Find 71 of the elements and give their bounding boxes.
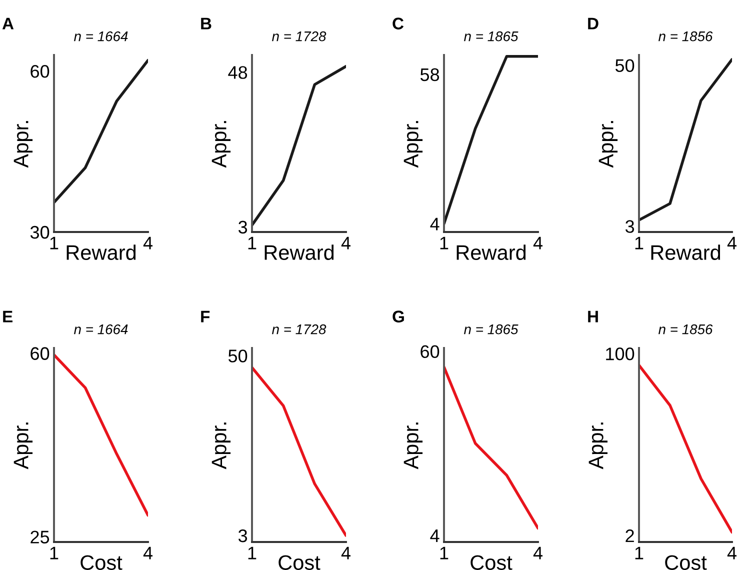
x-tick-label: 1: [50, 236, 58, 250]
y-tick-label: 3: [625, 220, 634, 233]
chart-title: n = 1865: [464, 324, 518, 334]
y-tick-label: 50: [615, 59, 634, 72]
y-axis-title: Appr.: [14, 422, 33, 470]
y-tick-label: 60: [30, 65, 50, 78]
y-tick-label: 48: [228, 66, 248, 79]
y-axis-title: Appr.: [598, 121, 618, 168]
x-tick-label: 4: [533, 236, 542, 250]
x-tick-label: 4: [727, 546, 736, 560]
line-series: [639, 58, 732, 222]
x-axis-title: Cost: [470, 555, 512, 570]
x-tick-label: 4: [143, 236, 152, 250]
x-tick-label: 1: [635, 236, 644, 250]
x-axis-title: Cost: [665, 555, 707, 570]
x-tick-label: 1: [440, 546, 448, 560]
x-axis-title: Reward: [66, 244, 136, 260]
line-series: [639, 364, 732, 534]
y-tick-label: 4: [430, 218, 440, 230]
y-tick-label: 100: [606, 348, 634, 360]
text: D: [588, 18, 598, 30]
text: F: [201, 310, 210, 322]
line-series: [54, 58, 148, 204]
y-tick-label: 30: [30, 226, 50, 239]
y-tick-label: 60: [420, 345, 440, 358]
x-tick-label: 1: [635, 546, 644, 560]
x-tick-label: 1: [440, 236, 448, 250]
x-axis-title: Reward: [456, 244, 526, 260]
x-tick-label: 4: [727, 236, 736, 250]
x-tick-label: 4: [341, 546, 350, 560]
x-axis-title: Reward: [264, 244, 334, 260]
x-axis-title: Reward: [651, 244, 720, 260]
text: C: [392, 18, 404, 30]
x-axis-title: Cost: [80, 555, 122, 570]
y-axis-title: Appr.: [404, 422, 423, 470]
x-tick-label: 4: [341, 236, 350, 250]
y-axis-title: Appr.: [404, 121, 423, 168]
x-tick-label: 1: [248, 236, 256, 250]
x-tick-label: 1: [50, 546, 58, 560]
text: H: [588, 310, 598, 322]
y-tick-label: 60: [30, 347, 50, 360]
x-tick-label: 4: [143, 546, 152, 560]
y-tick-label: 25: [30, 530, 50, 544]
x-tick-label: 4: [533, 546, 542, 560]
x-tick-label: 1: [248, 546, 256, 560]
y-axis-title: Appr.: [588, 422, 608, 470]
line-series: [444, 366, 538, 530]
y-tick-label: 3: [238, 220, 248, 234]
x-axis-title: Cost: [278, 555, 320, 570]
line-series: [252, 366, 346, 537]
y-tick-label: 3: [238, 529, 248, 542]
text: E: [3, 310, 12, 322]
chart-title: n = 1856: [658, 31, 713, 42]
y-tick-label: 4: [430, 530, 440, 542]
text: G: [392, 310, 404, 322]
chart-title: n = 1728: [272, 31, 326, 42]
y-axis-title: Appr.: [14, 121, 33, 168]
y-axis-title: Appr.: [212, 121, 231, 168]
y-tick-label: 50: [228, 350, 248, 362]
y-tick-label: 2: [626, 529, 634, 542]
chart-title: n = 1856: [658, 324, 713, 334]
line-series: [252, 64, 346, 227]
chart-title: n = 1664: [74, 324, 128, 334]
text: A: [2, 18, 14, 30]
chart-title: n = 1728: [272, 324, 326, 334]
chart-title: n = 1664: [74, 31, 128, 42]
y-tick-label: 58: [420, 68, 440, 82]
chart-title: n = 1865: [464, 31, 518, 42]
line-series: [54, 353, 148, 517]
y-axis-title: Appr.: [212, 422, 231, 470]
text: B: [201, 18, 212, 30]
